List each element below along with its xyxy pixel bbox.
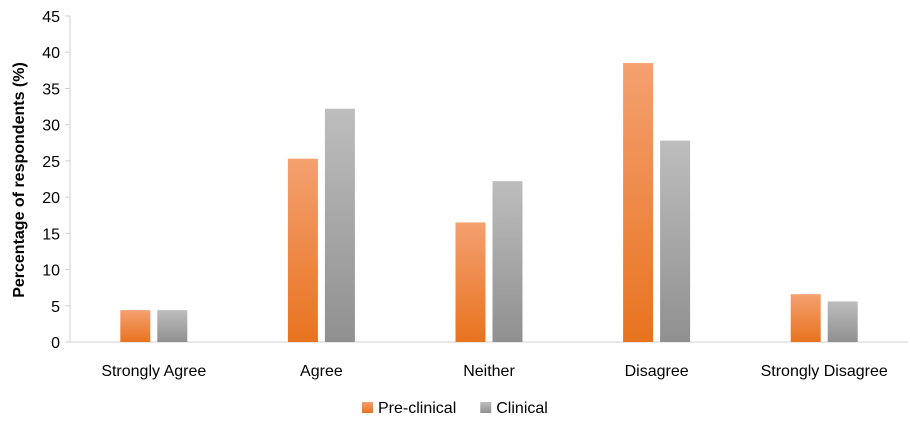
y-tick-label: 20 bbox=[42, 190, 60, 207]
bar-clinical bbox=[827, 301, 858, 342]
x-tick-label: Strongly Disagree bbox=[761, 363, 888, 380]
y-tick-label: 45 bbox=[42, 9, 60, 26]
y-tick-label: 25 bbox=[42, 154, 60, 171]
legend: Pre-clinical Clinical bbox=[362, 400, 548, 417]
legend-label: Pre-clinical bbox=[378, 400, 456, 417]
y-tick-label: 15 bbox=[42, 226, 60, 243]
x-tick-label: Strongly Agree bbox=[101, 363, 206, 380]
bar-clinical bbox=[492, 181, 523, 342]
legend-swatch bbox=[480, 402, 492, 413]
bar-pre-clinical bbox=[790, 294, 821, 342]
bars bbox=[120, 63, 858, 343]
y-tick-label: 0 bbox=[51, 335, 60, 352]
legend-label: Clinical bbox=[496, 400, 548, 417]
x-tick-label: Disagree bbox=[625, 363, 689, 380]
y-tick-label: 10 bbox=[42, 263, 60, 280]
x-tick-label: Agree bbox=[300, 363, 343, 380]
x-tick-label: Neither bbox=[463, 363, 515, 380]
y-tick-label: 35 bbox=[42, 81, 60, 98]
y-tick-label: 5 bbox=[51, 299, 60, 316]
bar-clinical bbox=[660, 140, 691, 342]
bar-pre-clinical bbox=[623, 63, 654, 342]
bar-pre-clinical bbox=[455, 222, 486, 342]
bar-clinical bbox=[324, 108, 355, 343]
y-axis: 0 5 10 15 20 25 30 35 40 45 bbox=[42, 9, 71, 352]
bar-pre-clinical bbox=[120, 310, 151, 342]
legend-swatch bbox=[362, 402, 373, 413]
y-axis-title: Percentage of respondents (%) bbox=[11, 62, 28, 298]
y-tick-label: 40 bbox=[42, 45, 60, 62]
x-axis: Strongly Agree Agree Neither Disagree Strong… bbox=[70, 341, 908, 380]
bar-clinical bbox=[157, 310, 188, 342]
bar-pre-clinical bbox=[287, 158, 318, 342]
y-tick-label: 30 bbox=[42, 118, 60, 135]
